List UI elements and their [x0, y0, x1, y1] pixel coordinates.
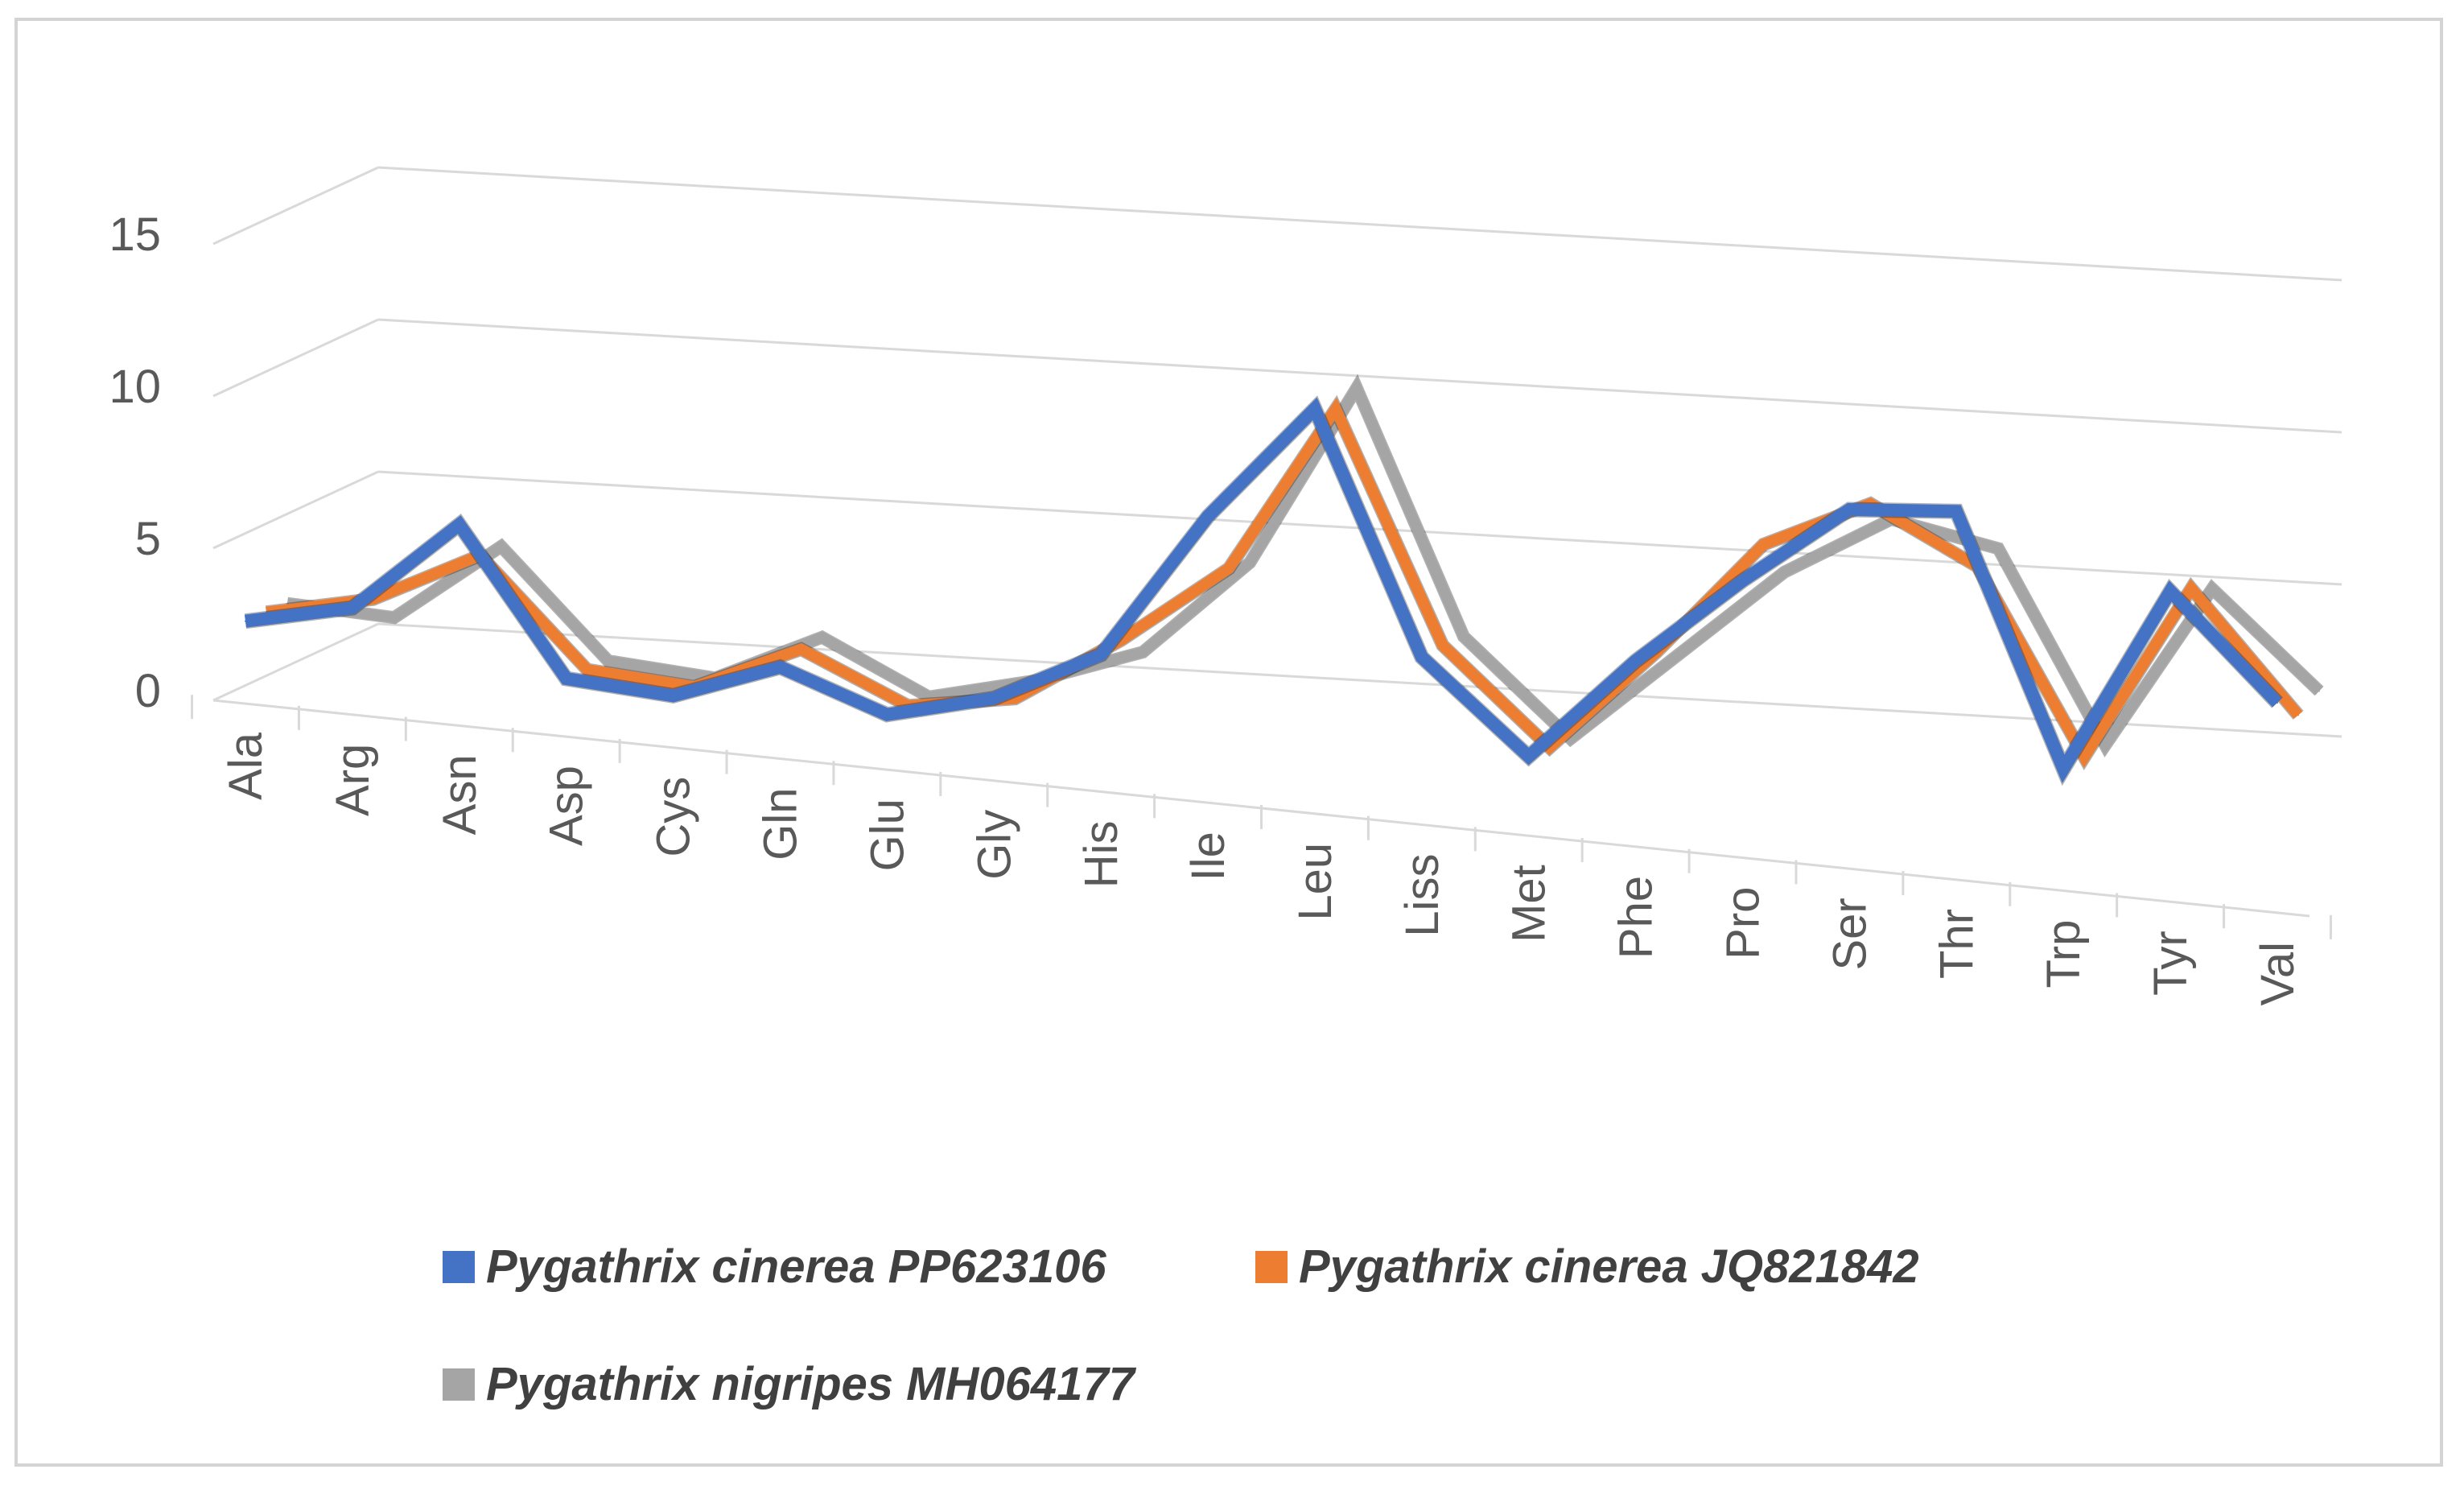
data-point: [821, 636, 823, 638]
gridline-side: [212, 470, 379, 550]
series-lines: [244, 374, 2324, 786]
data-point: [1014, 697, 1016, 700]
data-point: [1142, 651, 1144, 654]
data-point: [393, 617, 395, 619]
data-point: [2297, 714, 2299, 716]
y-axis-ticks: 0 5 10 15: [109, 208, 161, 717]
series-line-1: [245, 397, 2282, 783]
y-tick-label: 5: [135, 513, 161, 565]
x-tick-label: Met: [1503, 865, 1555, 943]
x-tick-label: Thr: [1930, 909, 1983, 979]
data-point: [2277, 701, 2278, 704]
data-point: [672, 695, 674, 697]
data-point: [2062, 768, 2065, 770]
x-tick-label: Arg: [327, 744, 379, 816]
data-point: [2318, 690, 2320, 692]
data-point: [1569, 737, 1572, 740]
x-tick-label: His: [1075, 820, 1127, 888]
data-point: [245, 620, 246, 622]
series-line-shadow: [286, 374, 2324, 758]
x-tick-label: Phe: [1610, 876, 1663, 959]
data-point: [1100, 654, 1102, 656]
data-point: [1228, 568, 1230, 570]
data-point: [1848, 509, 1851, 511]
x-tick-label: Gln: [754, 787, 806, 860]
data-point: [500, 545, 502, 547]
data-point: [1762, 543, 1765, 546]
x-tick-label: Glu: [861, 799, 913, 871]
data-point: [458, 523, 460, 526]
y-tick-label: 15: [109, 208, 161, 261]
data-point: [886, 713, 888, 716]
gridline: [377, 166, 2342, 282]
data-point: [1249, 561, 1251, 563]
data-point: [1121, 638, 1123, 641]
x-tick-label: Ala: [220, 732, 272, 800]
data-point: [1462, 635, 1465, 638]
data-point: [1783, 571, 1786, 573]
gridlines: [212, 166, 2342, 918]
chart-frame: [14, 18, 2443, 1467]
data-point: [565, 678, 567, 680]
data-point: [1634, 660, 1637, 662]
data-point: [1334, 408, 1337, 411]
data-point: [928, 695, 930, 698]
data-point: [1548, 746, 1551, 749]
gridline-side: [212, 318, 379, 398]
data-point: [1355, 387, 1358, 390]
data-point: [993, 697, 995, 700]
x-tick-label: Pro: [1717, 887, 1770, 960]
data-point: [1741, 580, 1744, 582]
x-tick-label: Cys: [648, 777, 700, 857]
data-point: [1207, 515, 1209, 518]
data-point: [1955, 510, 1958, 513]
data-point: [1527, 755, 1530, 757]
data-point: [1441, 644, 1444, 646]
data-point: [2211, 588, 2214, 590]
x-tick-label: Asp: [541, 766, 593, 846]
x-tick-label: Tyr: [2145, 931, 2197, 996]
data-point: [1676, 654, 1679, 657]
x-tick-label: Ile: [1182, 832, 1234, 881]
data-point: [286, 602, 288, 605]
x-tick-label: Leu: [1289, 843, 1341, 921]
data-point: [800, 648, 802, 650]
data-point: [351, 607, 353, 609]
x-tick-label: Trp: [2038, 920, 2090, 989]
gridline: [377, 318, 2342, 434]
x-tick-label: Liss: [1396, 854, 1448, 937]
data-point: [1420, 656, 1423, 658]
gridline: [377, 622, 2342, 738]
data-point: [1313, 407, 1316, 410]
series-line-2: [266, 397, 2303, 769]
y-tick-label: 10: [109, 361, 161, 413]
x-tick-label: Gly: [968, 810, 1020, 880]
gridline-side: [212, 166, 379, 246]
data-point: [2190, 588, 2193, 590]
data-point: [1997, 547, 2000, 550]
x-axis-ticks: Ala Arg Asn Asp Cys Gln Glu Gly His Ile Leu Liss Met…: [191, 695, 2332, 1006]
data-point: [2169, 590, 2172, 592]
x-tick-label: Ser: [1823, 898, 1876, 970]
data-point: [607, 660, 609, 662]
data-point: [2104, 744, 2107, 746]
series-line-3: [286, 377, 2323, 756]
x-tick-label: Val: [2252, 942, 2304, 1006]
y-tick-label: 0: [135, 665, 161, 717]
data-point: [779, 666, 781, 668]
data-point: [586, 669, 588, 671]
x-tick-label: Asn: [434, 754, 486, 835]
data-point: [2083, 756, 2086, 758]
gridline-side: [212, 622, 379, 702]
